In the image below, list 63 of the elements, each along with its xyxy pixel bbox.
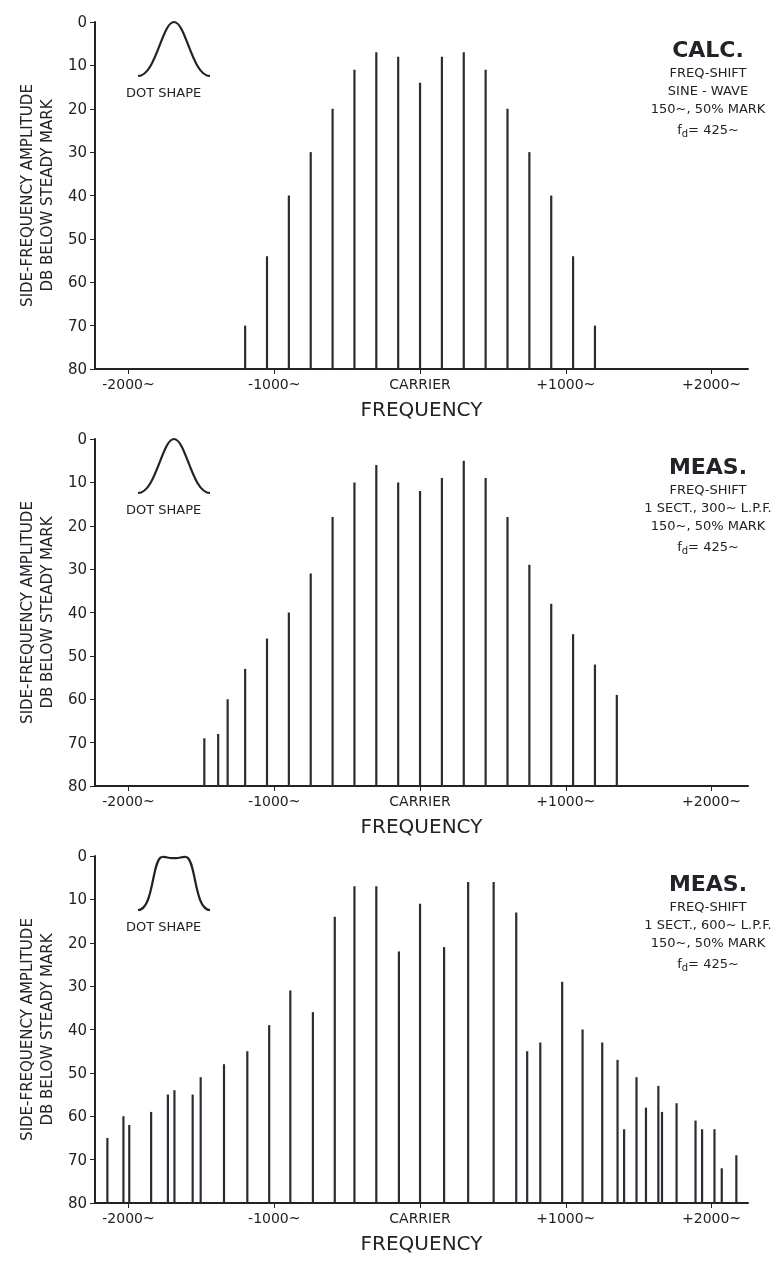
y-tick-label: 20 (67, 516, 87, 535)
y-tick-label: 0 (77, 430, 87, 448)
annotation: SINE - WAVE (667, 83, 749, 98)
x-tick-label: +1000~ (536, 793, 596, 809)
annotation: 150~, 50% MARK (650, 101, 766, 116)
y-tick-label: 0 (77, 13, 87, 31)
annotation: FREQ-SHIFT (669, 65, 747, 80)
x-tick-label: -2000~ (102, 1210, 155, 1226)
x-tick-label: +1000~ (536, 1210, 596, 1226)
annotation: FREQ-SHIFT (669, 482, 747, 497)
annotation: FREQ-SHIFT (669, 899, 747, 914)
annotation: DOT SHAPE (126, 85, 202, 100)
y-tick-label: 70 (67, 316, 87, 335)
x-tick-label: -2000~ (102, 793, 155, 809)
y-tick-label: 40 (67, 603, 87, 622)
annotation: 1 SECT., 300~ L.P.F. (644, 500, 772, 515)
text: MEAS. (668, 453, 748, 479)
y-tick-label: 60 (67, 273, 87, 292)
y-tick-label: 10 (67, 473, 87, 492)
y-tick-label: 70 (67, 733, 87, 752)
x-tick-label: CARRIER (389, 376, 452, 392)
x-tick-label: +2000~ (682, 1210, 742, 1226)
annotation: 150~, 50% MARK (650, 518, 766, 533)
x-tick-label: -1000~ (248, 376, 301, 392)
y-tick-label: 50 (67, 646, 87, 665)
x-tick-label: -1000~ (248, 1210, 301, 1226)
annotation: 1 SECT., 600~ L.P.F. (644, 917, 772, 932)
x-tick-label: +2000~ (682, 793, 742, 809)
annotation: DOT SHAPE (126, 502, 202, 517)
x-axis-title: FREQUENCY (360, 1231, 484, 1255)
x-tick-label: CARRIER (389, 793, 452, 809)
y-tick-label: 80 (67, 1194, 87, 1212)
annotation: 150~, 50% MARK (650, 935, 766, 950)
y-tick-label: 10 (67, 890, 87, 909)
annotation: DOT SHAPE (126, 919, 202, 934)
y-axis-title: SIDE-FREQUENCY AMPLITUDE DB BELOW STEADY MARK (18, 84, 56, 307)
y-axis-title: SIDE-FREQUENCY AMPLITUDE DB BELOW STEADY MARK (18, 918, 56, 1141)
x-axis-title: FREQUENCY (360, 814, 484, 838)
y-tick-label: 30 (67, 143, 87, 162)
y-tick-label: 50 (67, 1063, 87, 1082)
y-tick-label: 10 (67, 56, 87, 75)
y-tick-label: 0 (77, 847, 87, 865)
x-tick-label: -2000~ (102, 376, 155, 392)
y-tick-label: 80 (67, 777, 87, 795)
y-tick-label: 20 (67, 99, 87, 118)
text: MEAS. (668, 870, 748, 896)
x-tick-label: +2000~ (682, 376, 742, 392)
x-axis-title: FREQUENCY (360, 397, 484, 421)
y-tick-label: 60 (67, 1107, 87, 1126)
y-tick-label: 40 (67, 1020, 87, 1039)
y-tick-label: 80 (67, 360, 87, 378)
y-tick-label: 70 (67, 1150, 87, 1169)
y-tick-label: 20 (67, 933, 87, 952)
x-tick-label: CARRIER (389, 1210, 452, 1226)
text: CALC. (672, 36, 744, 62)
x-tick-label: -1000~ (248, 793, 301, 809)
y-tick-label: 30 (67, 560, 87, 579)
y-tick-label: 30 (67, 977, 87, 996)
y-tick-label: 40 (67, 186, 87, 205)
y-tick-label: 60 (67, 690, 87, 709)
y-axis-title: SIDE-FREQUENCY AMPLITUDE DB BELOW STEADY MARK (18, 501, 56, 724)
y-tick-label: 50 (67, 229, 87, 248)
x-tick-label: +1000~ (536, 376, 596, 392)
